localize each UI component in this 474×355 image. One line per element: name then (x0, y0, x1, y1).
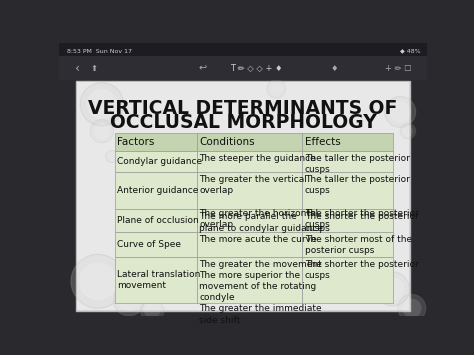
Text: 8:53 PM  Sun Nov 17: 8:53 PM Sun Nov 17 (67, 49, 132, 54)
Text: The greater the movement
The more superior the
movement of the rotating
condyle
: The greater the movement The more superi… (199, 260, 322, 324)
Bar (197, 172, 302, 209)
Text: The greater the vertical
overlap

The greater the horizontal
overlap: The greater the vertical overlap The gre… (199, 175, 319, 229)
Bar (76, 81, 410, 311)
Circle shape (79, 262, 117, 300)
Text: + ✏ ☐: + ✏ ☐ (385, 64, 411, 72)
Bar (302, 257, 392, 303)
Bar (115, 232, 197, 257)
Circle shape (144, 302, 160, 319)
Bar (115, 133, 197, 151)
Circle shape (402, 126, 413, 137)
Bar (197, 209, 302, 232)
Circle shape (87, 89, 117, 119)
Circle shape (400, 124, 416, 139)
Text: ⬆: ⬆ (90, 64, 97, 72)
Text: Effects: Effects (305, 137, 340, 147)
Text: ↩: ↩ (199, 63, 207, 73)
Bar (115, 257, 197, 303)
Circle shape (94, 123, 110, 139)
Text: Anterior guidance: Anterior guidance (118, 186, 199, 195)
Text: Plane of occlusion: Plane of occlusion (118, 216, 199, 225)
Circle shape (90, 120, 113, 143)
Text: T ✏ ◇ ◇ + ♦: T ✏ ◇ ◇ + ♦ (230, 64, 282, 72)
Circle shape (385, 97, 416, 127)
Text: The shorter the posterior
cusps: The shorter the posterior cusps (305, 260, 419, 280)
Circle shape (71, 254, 125, 308)
Text: The shorter most of the
posterior cusps: The shorter most of the posterior cusps (305, 235, 412, 256)
Text: ◆ 48%: ◆ 48% (400, 49, 421, 54)
Text: The more parallel the
plane to condylar guidance: The more parallel the plane to condylar … (199, 212, 323, 233)
Text: OCCLUSAL MORPHOLOGY: OCCLUSAL MORPHOLOGY (109, 113, 376, 132)
Text: Curve of Spee: Curve of Spee (118, 240, 182, 249)
Text: ‹: ‹ (75, 61, 80, 75)
Text: Factors: Factors (118, 137, 155, 147)
Bar (302, 172, 392, 209)
Text: Conditions: Conditions (199, 137, 255, 147)
Text: The taller the posterior
cusps

The shorter the posterior
cusps: The taller the posterior cusps The short… (305, 175, 419, 229)
Bar (115, 151, 197, 172)
Bar (59, 43, 427, 56)
Circle shape (113, 285, 145, 316)
Circle shape (141, 299, 164, 322)
Circle shape (106, 151, 118, 163)
Circle shape (80, 83, 124, 126)
Bar (115, 172, 197, 209)
Circle shape (267, 80, 285, 98)
Circle shape (270, 82, 283, 95)
Circle shape (108, 152, 116, 161)
Circle shape (381, 277, 404, 301)
Circle shape (398, 294, 426, 322)
Text: Lateral translation
movement: Lateral translation movement (118, 270, 201, 290)
Circle shape (375, 272, 410, 306)
Bar (302, 133, 392, 151)
Bar (302, 209, 392, 232)
Text: VERTICAL DETERMINANTS OF: VERTICAL DETERMINANTS OF (88, 99, 398, 118)
Text: The taller the posterior
cusps: The taller the posterior cusps (305, 154, 410, 174)
Bar (197, 232, 302, 257)
Bar (77, 82, 409, 310)
Bar (197, 257, 302, 303)
Circle shape (402, 299, 422, 318)
Text: Condylar guidance: Condylar guidance (118, 157, 202, 166)
Bar (197, 133, 302, 151)
Circle shape (390, 101, 411, 123)
Circle shape (118, 290, 140, 311)
Bar (302, 232, 392, 257)
Bar (115, 209, 197, 232)
Text: The more acute the curve: The more acute the curve (199, 235, 317, 244)
Text: ♦: ♦ (330, 64, 338, 72)
Bar (302, 151, 392, 172)
Text: The steeper the guidance: The steeper the guidance (199, 154, 316, 163)
Bar (59, 56, 427, 80)
Text: The shorter the posterior
cusps: The shorter the posterior cusps (305, 212, 419, 233)
Bar (197, 151, 302, 172)
